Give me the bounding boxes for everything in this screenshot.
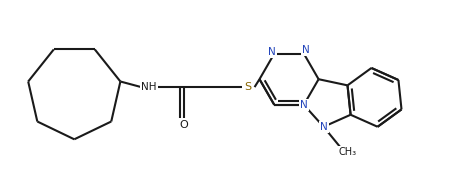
Text: S: S <box>244 82 251 92</box>
Text: CH₃: CH₃ <box>337 147 355 157</box>
Text: NH: NH <box>141 82 156 92</box>
Text: O: O <box>179 119 188 130</box>
Text: N: N <box>319 122 327 132</box>
Text: N: N <box>301 45 309 55</box>
Text: N: N <box>268 47 276 57</box>
Text: N: N <box>299 100 307 110</box>
